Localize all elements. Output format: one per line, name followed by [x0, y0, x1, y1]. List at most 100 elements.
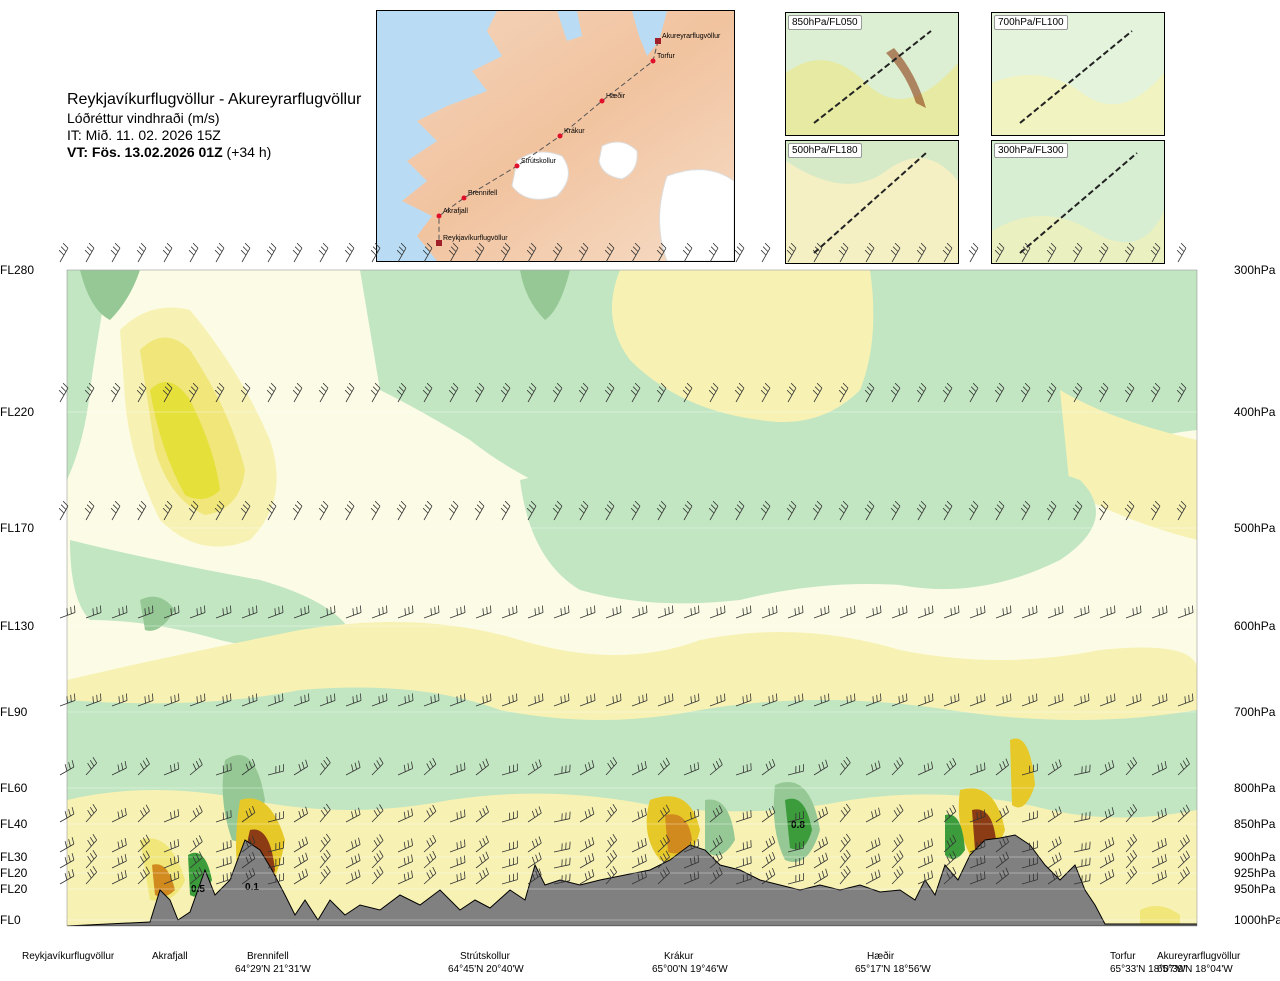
wind-barb	[1177, 757, 1190, 776]
wind-barb	[396, 500, 407, 521]
wind-barb	[58, 242, 69, 263]
wind-barb	[943, 693, 960, 707]
wind-barb	[110, 500, 121, 521]
wind-barb	[734, 382, 745, 403]
wind-barb	[839, 756, 851, 776]
wind-barb	[162, 242, 173, 263]
inset-500-route	[813, 152, 927, 254]
wind-barb	[786, 500, 797, 521]
wind-barb	[345, 605, 362, 619]
wind-barb	[1020, 242, 1031, 263]
wind-barb	[319, 803, 331, 823]
route-point	[461, 195, 467, 201]
wind-barb	[709, 835, 723, 853]
wind-barb	[215, 856, 232, 869]
wind-barb	[683, 839, 700, 853]
wind-barb	[84, 500, 95, 521]
wind-barb	[1151, 761, 1167, 776]
waypoint-label: Torfur 65°33'N 18°07'W	[1110, 950, 1186, 976]
wind-barb	[527, 693, 544, 707]
wind-barb	[267, 764, 284, 776]
wind-barb	[1021, 810, 1038, 823]
wind-barb	[995, 805, 1009, 823]
waypoint-label: Krákur 65°00'N 19°46'W	[652, 950, 728, 976]
wind-barb	[397, 854, 413, 869]
wind-barb	[501, 693, 518, 707]
route-point	[650, 58, 656, 64]
wind-barb	[709, 805, 723, 823]
chart-title: Reykjavíkurflugvöllur - Akureyrarflugvöl…	[67, 91, 362, 108]
wind-barb	[215, 810, 232, 823]
wind-barb	[474, 500, 485, 521]
wind-barb	[318, 500, 329, 521]
wind-barb	[396, 382, 407, 403]
wind-barb	[1125, 756, 1138, 776]
waypoint-name: Akureyrarflugvöllur	[1157, 951, 1241, 962]
inset-300-field	[992, 211, 1164, 263]
wind-barb	[735, 872, 752, 885]
wind-barb	[995, 758, 1009, 776]
wind-barb	[787, 841, 804, 853]
wind-barb	[735, 605, 752, 619]
right-axis-label: 500hPa	[1234, 521, 1276, 535]
wind-barb	[1125, 865, 1138, 885]
wind-barb	[917, 761, 933, 776]
waypoint-label: Strútskollur 64°45'N 20°40'W	[448, 950, 524, 976]
wind-barb	[605, 803, 618, 823]
wind-barb	[1124, 382, 1135, 403]
wind-barb	[865, 807, 881, 823]
wind-barb	[422, 242, 433, 263]
wind-barb	[891, 804, 904, 823]
wind-barb	[59, 605, 76, 619]
route-point-label: Akrafjall	[443, 208, 468, 215]
wind-barb	[215, 605, 232, 619]
wind-barb	[267, 811, 284, 823]
wind-barb	[1125, 833, 1138, 853]
wind-barb	[968, 382, 979, 403]
wind-barb	[917, 808, 933, 823]
wind-barb	[1125, 849, 1138, 869]
wind-barb	[267, 873, 284, 885]
wind-barb	[838, 500, 849, 521]
wind-barb	[839, 693, 856, 707]
right-axis-label: 850hPa	[1234, 817, 1276, 831]
wind-barb	[553, 873, 571, 885]
wind-barb	[1150, 382, 1161, 403]
wind-barb	[319, 693, 336, 707]
wind-barb	[137, 605, 154, 619]
wind-barb	[163, 809, 180, 823]
wind-barb	[371, 850, 384, 869]
contour-labels: 0.5 0.1 0.8	[191, 820, 805, 895]
wind-barb	[969, 839, 986, 853]
wind-barb	[709, 693, 726, 707]
wind-barb	[787, 873, 804, 885]
plot-area: 0.5 0.1 0.8	[67, 270, 1197, 926]
wind-barb	[214, 500, 225, 521]
wind-barb	[371, 693, 388, 707]
wind-barb	[631, 870, 647, 885]
wind-barb	[1124, 500, 1135, 521]
wind-barb	[813, 806, 828, 823]
wind-barb	[735, 840, 752, 853]
valid-time: VT: Fös. 13.02.2026 01Z (+34 h)	[67, 144, 272, 160]
wind-barb	[657, 757, 670, 776]
wind-barb	[1046, 500, 1057, 521]
wind-barb	[319, 865, 331, 885]
wind-barb	[526, 500, 537, 521]
wind-barb	[578, 382, 589, 403]
wind-barb	[189, 693, 206, 707]
wind-barb	[891, 605, 908, 619]
wind-barb	[891, 757, 904, 776]
left-axis: FL280 FL220 FL170 FL130 FL90 FL60 FL40 FL30 FL20…	[0, 263, 34, 927]
terrain	[67, 834, 1197, 926]
wind-barb	[527, 759, 542, 776]
wind-barb	[1047, 693, 1064, 707]
wind-barb	[59, 869, 75, 885]
wind-barb	[371, 605, 388, 619]
wind-barb	[656, 382, 667, 403]
wind-barb	[761, 605, 778, 619]
wind-barb	[59, 853, 75, 869]
wind-barb	[994, 500, 1005, 521]
wind-barb	[526, 382, 537, 403]
wind-barb	[345, 869, 361, 885]
